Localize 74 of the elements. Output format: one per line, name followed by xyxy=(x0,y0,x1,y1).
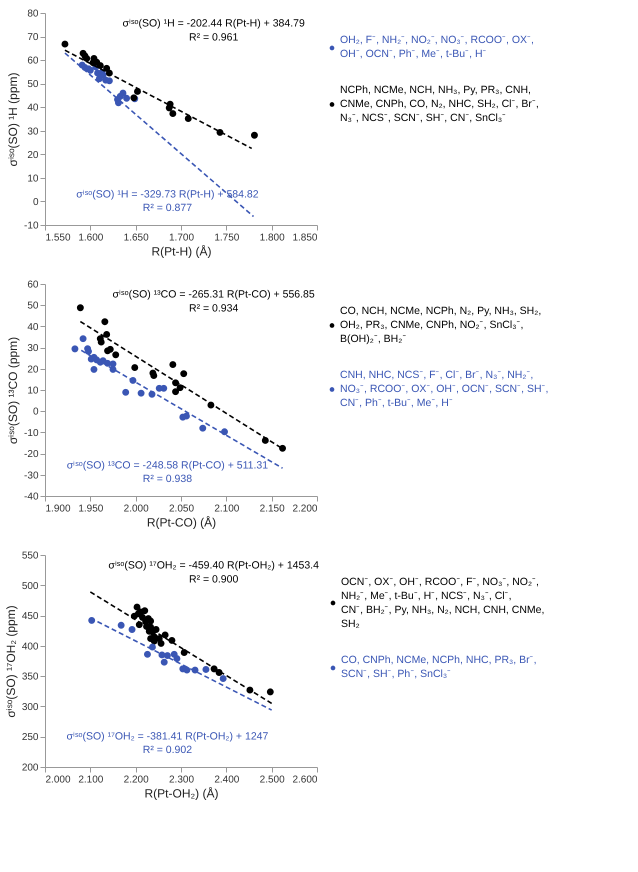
x-tick-label: 2.400 xyxy=(214,774,240,786)
y-tick-label: 40 xyxy=(27,102,39,114)
x-tick-label: 2.300 xyxy=(168,774,194,786)
legend-label: NCPh, NCMe, NCH, NH₃, Py, PR₃, CNH, CNMe, CNPh, CO, N₂, NHC, SH₂, Cl⁻, Br⁻, N₃⁻, NCS⁻, SCN⁻, SH⁻, CN⁻, SnCl₃⁻ xyxy=(340,84,539,124)
y-tick-label: -10 xyxy=(24,220,39,232)
y-tick-label: -10 xyxy=(24,428,39,439)
legend-label: CO, NCH, NCMe, NCPh, N₂, Py, NH₃, SH₂, OH₂, PR₃, CNMe, CNPh, NO₂⁻, SnCl₃⁻, B(OH)₂⁻, BH₂⁻ xyxy=(340,305,542,345)
annotation: σⁱˢᵒ(SO) ¹⁷OH₂ = -381.41 R(Pt-OH₂) + 1247 xyxy=(66,730,268,742)
y-tick-label: 0 xyxy=(32,196,39,208)
y-tick-label: -30 xyxy=(24,470,39,482)
x-tick-label: 1.950 xyxy=(78,504,104,514)
y-tick-label: 10 xyxy=(27,386,39,396)
x-tick-label: 1.600 xyxy=(78,232,104,244)
x-tick-label: 2.050 xyxy=(168,504,194,514)
y-tick-label: 50 xyxy=(27,79,39,90)
y-tick-label: 30 xyxy=(27,126,39,138)
annotation: R² = 0.900 xyxy=(188,573,238,586)
x-axis-title: R(Pt-H) (Å) xyxy=(152,244,212,258)
y-tick-label: 50 xyxy=(27,300,39,312)
x-tick-label: 1.700 xyxy=(168,232,194,244)
annotation: R² = 0.902 xyxy=(142,744,192,756)
annotation: R² = 0.961 xyxy=(188,31,238,44)
annotation: R² = 0.877 xyxy=(142,202,192,214)
y-tick-label: 60 xyxy=(27,56,39,67)
x-axis-title: R(Pt-OH₂) (Å) xyxy=(144,786,218,800)
y-tick-label: 350 xyxy=(22,672,39,683)
x-tick-label: 2.100 xyxy=(78,774,104,786)
annotation: R² = 0.938 xyxy=(142,473,192,486)
y-tick-label: -40 xyxy=(24,492,39,502)
y-tick-label: 70 xyxy=(27,32,39,44)
y-tick-label: 450 xyxy=(22,611,39,622)
legend-label: OH₂, F⁻, NH₂⁻, NO₂⁻, NO₃⁻, RCOO⁻, OX⁻, OH⁻, OCN⁻, Ph⁻, Me⁻, t-Bu⁻, H⁻ xyxy=(340,34,534,60)
y-axis-title: σⁱˢᵒ(SO) ¹⁷OH₂ (ppm) xyxy=(4,605,18,718)
y-tick-label: 60 xyxy=(27,280,39,290)
y-tick-label: 400 xyxy=(22,641,39,652)
y-tick-label: 40 xyxy=(27,322,39,333)
x-tick-label: 2.500 xyxy=(260,774,286,786)
x-tick-label: 1.900 xyxy=(46,504,71,514)
annotation: σⁱˢᵒ(SO) ¹H = -202.44 R(Pt-H) + 384.79 xyxy=(122,18,305,30)
legend-label: OCN⁻, OX⁻, OH⁻, RCOO⁻, F⁻, NO₃⁻, NO₂⁻, NH₂⁻, Me⁻, t-Bu⁻, H⁻, NCS⁻, N₃⁻, Cl⁻, CN⁻, BH₂⁻, Py, NH₃, N₂, NCH, CNH, CNMe, SH₂ xyxy=(341,576,544,630)
x-tick-label: 2.600 xyxy=(292,774,318,786)
x-tick-label: 2.000 xyxy=(124,504,150,514)
x-tick-label: 2.200 xyxy=(124,774,150,786)
x-tick-label: 1.550 xyxy=(46,232,71,244)
y-tick-label: 0 xyxy=(32,406,39,418)
y-tick-label: 20 xyxy=(27,364,39,376)
y-tick-label: 300 xyxy=(22,702,39,713)
y-tick-label: 500 xyxy=(22,580,39,592)
x-tick-label: 2.100 xyxy=(214,504,240,514)
legend-label: CNH, NHC, NCS⁻, F⁻, Cl⁻, Br⁻, N₃⁻, NH₂⁻, NO₃⁻, RCOO⁻, OX⁻, OH⁻, OCN⁻, SCN⁻, SH⁻, CN⁻, Ph⁻, t-Bu⁻, Me⁻, H⁻ xyxy=(340,369,548,409)
x-tick-label: 1.800 xyxy=(260,232,286,244)
annotation: σⁱˢᵒ(SO) ¹³CO = -248.58 R(Pt-CO) + 511.31 xyxy=(66,459,268,472)
x-axis-title: R(Pt-CO) (Å) xyxy=(146,516,216,530)
x-tick-label: 1.850 xyxy=(292,232,318,244)
annotation: R² = 0.934 xyxy=(188,302,238,314)
y-tick-label: 550 xyxy=(22,550,39,562)
annotation: σⁱˢᵒ(SO) ¹H = -329.73 R(Pt-H) + 584.82 xyxy=(76,188,259,200)
y-tick-label: 250 xyxy=(22,732,39,744)
y-tick-label: -20 xyxy=(24,449,39,460)
legend-label: CO, CNPh, NCMe, NCPh, NHC, PR₃, Br⁻, SCN⁻, SH⁻, Ph⁻, SnCl₃⁻ xyxy=(341,654,537,680)
x-tick-label: 1.750 xyxy=(214,232,240,244)
annotation: σⁱˢᵒ(SO) ¹⁷OH₂ = -459.40 R(Pt-OH₂) + 1453.4 xyxy=(108,560,320,572)
x-tick-label: 2.150 xyxy=(260,504,286,514)
x-tick-label: 2.000 xyxy=(46,774,71,786)
y-tick-label: 200 xyxy=(22,762,39,774)
x-tick-label: 2.200 xyxy=(292,504,318,514)
y-axis-title: σⁱˢᵒ(SO) ¹³CO (ppm) xyxy=(6,336,20,444)
y-tick-label: 20 xyxy=(27,150,39,161)
annotation: σⁱˢᵒ(SO) ¹³CO = -265.31 R(Pt-CO) + 556.85 xyxy=(112,288,315,301)
y-axis-title: σⁱˢᵒ(SO) ¹H (ppm) xyxy=(6,72,20,167)
y-tick-label: 10 xyxy=(27,173,39,184)
y-tick-label: 80 xyxy=(27,8,39,20)
x-tick-label: 1.650 xyxy=(124,232,150,244)
y-tick-label: 30 xyxy=(27,343,39,354)
